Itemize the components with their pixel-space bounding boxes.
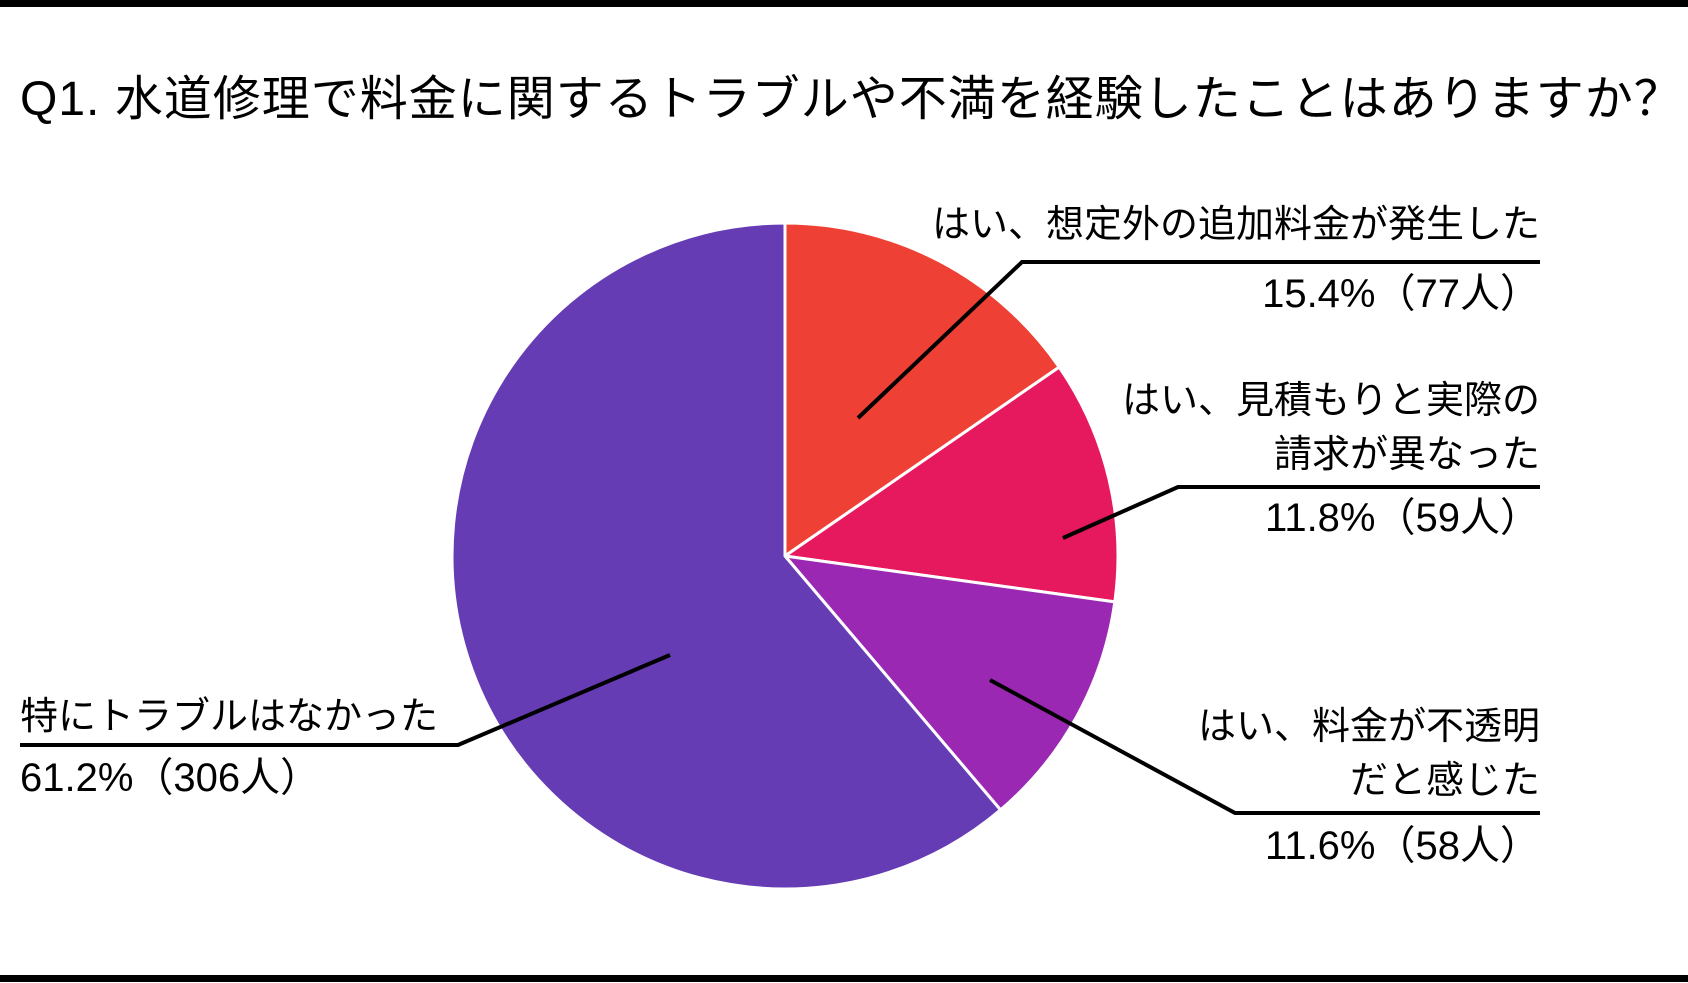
callout-slice-2-label: はい、料金が不透明 だと感じた: [1198, 700, 1540, 808]
callout-slice-2-value: 11.6%（58人）: [1265, 824, 1540, 868]
question-title: Q1. 水道修理で料金に関するトラブルや不満を経験したことはありますか？: [20, 73, 1683, 126]
callout-slice-3-value: 61.2%（306人）: [20, 756, 321, 800]
slice-0-label-text: はい、想定外の追加料金が発生した: [931, 204, 1540, 246]
callout-slice-1-label: はい、見積もりと実際の 請求が異なった: [1122, 374, 1540, 482]
slice-3-label-text: 特にトラブルはなかった: [20, 696, 439, 738]
callout-leader-1: [1062, 485, 1540, 540]
top-border-bar: [0, 0, 1688, 7]
slice-1-label-line-2: 請求が異なった: [1273, 434, 1540, 476]
callout-slice-1-value: 11.8%（59人）: [1265, 496, 1540, 540]
callout-leader-3: [20, 653, 671, 747]
callout-leader-2: [989, 678, 1540, 815]
callout-leader-0: [856, 260, 1540, 420]
callout-slice-3-label: 特にトラブルはなかった: [20, 692, 438, 742]
pie-slice-1: [783, 365, 1120, 604]
pie-slice-3: [450, 221, 1002, 891]
pie-slice-2: [783, 554, 1117, 812]
callout-slice-0-label: はい、想定外の追加料金が発生した: [932, 198, 1540, 252]
pie-slice-0: [783, 221, 1061, 558]
slice-1-label-line-1: はい、見積もりと実際の: [1121, 380, 1540, 422]
bottom-border-bar: [0, 975, 1688, 982]
slice-2-label-line-2: だと感じた: [1349, 760, 1540, 802]
slice-2-label-line-1: はい、料金が不透明: [1197, 706, 1540, 748]
callout-slice-0-value: 15.4%（77人）: [1262, 272, 1540, 316]
